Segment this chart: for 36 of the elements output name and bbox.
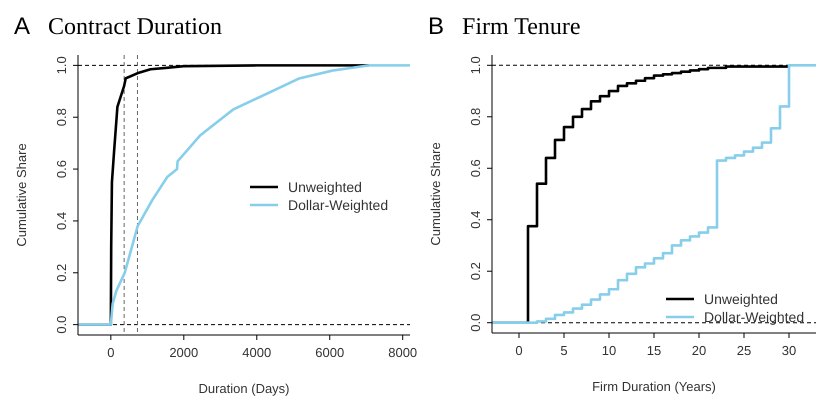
x-axis-title: Firm Duration (Years)	[592, 379, 716, 394]
y-axis-title: Cumulative Share	[428, 142, 443, 246]
y-tick-label: 0.8	[54, 108, 69, 126]
y-tick-label: 0.8	[468, 108, 483, 126]
y-tick-label: 0.0	[54, 316, 69, 334]
x-tick-label: 4000	[242, 345, 272, 360]
x-tick-label: 30	[782, 343, 796, 358]
x-tick-label: 15	[646, 343, 662, 358]
text: A	[14, 13, 30, 40]
legend-label: Dollar-Weighted	[288, 197, 388, 213]
legend-label: Unweighted	[288, 179, 362, 195]
legend-label: Unweighted	[704, 291, 778, 307]
y-tick-label: 0.6	[54, 160, 69, 178]
x-tick-label: 20	[692, 343, 706, 358]
y-axis-title: Cumulative Share	[14, 143, 29, 247]
y-tick-label: 1.0	[54, 56, 69, 74]
y-tick-label: 0.0	[468, 314, 483, 332]
x-tick-label: 0	[515, 343, 523, 358]
x-axis-title: Duration (Days)	[198, 381, 290, 396]
y-tick-label: 0.4	[468, 210, 483, 229]
x-tick-label: 6000	[315, 345, 344, 360]
y-tick-label: 1.0	[468, 56, 483, 74]
x-tick-label: 5	[560, 343, 568, 358]
y-tick-label: 0.2	[468, 262, 483, 280]
legend-label: Dollar-Weighted	[704, 309, 804, 325]
y-tick-label: 0.6	[468, 159, 483, 178]
text: B	[428, 13, 444, 40]
x-tick-label: 0	[107, 345, 114, 360]
chart-title: Firm Tenure	[462, 14, 581, 40]
chart-title: Contract Duration	[48, 14, 222, 40]
x-tick-label: 10	[602, 343, 616, 358]
x-tick-label: 8000	[388, 345, 418, 360]
y-tick-label: 0.2	[54, 264, 69, 282]
x-tick-label: 25	[736, 343, 752, 358]
x-tick-label: 2000	[169, 345, 198, 360]
y-tick-label: 0.4	[54, 212, 69, 230]
